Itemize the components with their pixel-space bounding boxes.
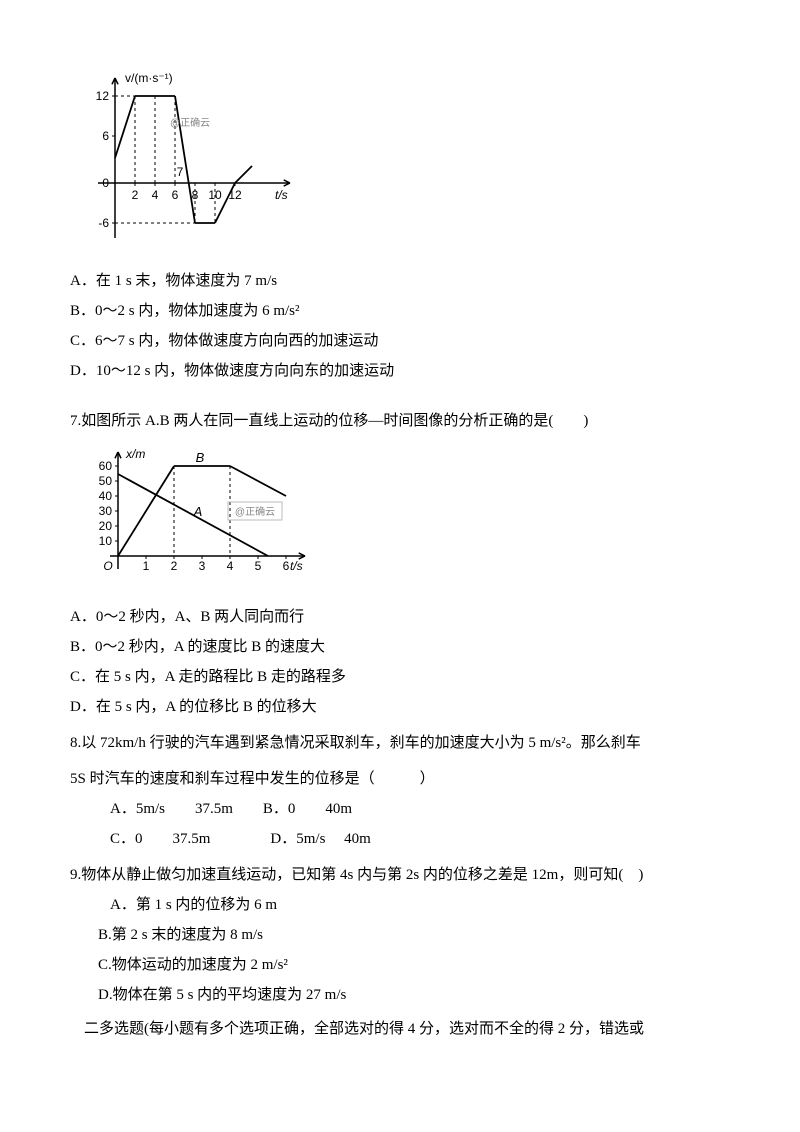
q6-figure: v/(m·s⁻¹)t/s1260-6246810127@正确云 <box>80 68 730 258</box>
svg-text:6: 6 <box>283 559 290 573</box>
section2-heading: 二多选题(每小题有多个选项正确，全部选对的得 4 分，选对而不全的得 2 分，错… <box>84 1014 730 1044</box>
q8-options-line1: A．5m/s 37.5m B．0 40m <box>110 794 730 824</box>
q9-option-c: C.物体运动的加速度为 2 m/s² <box>98 950 730 980</box>
xt-graph-svg: x/m t/s O 605040302010 1 2 3 4 5 6 A B @正确云 <box>80 444 320 594</box>
q8-options-line2: C．0 37.5m D．5m/s 40m <box>110 824 730 854</box>
q9-option-a: A．第 1 s 内的位移为 6 m <box>110 890 730 920</box>
svg-text:1: 1 <box>143 559 150 573</box>
svg-text:7: 7 <box>177 165 184 179</box>
svg-text:-6: -6 <box>98 216 109 230</box>
svg-text:t/s: t/s <box>290 559 303 573</box>
svg-text:10: 10 <box>99 534 113 548</box>
svg-text:4: 4 <box>152 188 159 202</box>
svg-text:60: 60 <box>99 459 113 473</box>
svg-text:4: 4 <box>227 559 234 573</box>
q9-option-b: B.第 2 s 末的速度为 8 m/s <box>98 920 730 950</box>
svg-text:@正确云: @正确云 <box>235 505 275 518</box>
q9-option-d: D.物体在第 5 s 内的平均速度为 27 m/s <box>98 980 730 1010</box>
q6-option-c: C．6～7 s 内，物体做速度方向向西的加速运动 <box>70 326 730 356</box>
svg-text:30: 30 <box>99 504 113 518</box>
q8-stem-line1: 8.以 72km/h 行驶的汽车遇到紧急情况采取刹车，刹车的加速度大小为 5 m… <box>70 728 730 758</box>
q7-stem: 7.如图所示 A.B 两人在同一直线上运动的位移—时间图像的分析正确的是( ) <box>70 406 730 436</box>
svg-text:O: O <box>103 559 112 573</box>
q9-stem: 9.物体从静止做匀加速直线运动，已知第 4s 内与第 2s 内的位移之差是 12… <box>70 860 730 890</box>
q7-option-c: C．在 5 s 内，A 走的路程比 B 走的路程多 <box>70 662 730 692</box>
svg-text:@正确云: @正确云 <box>170 116 210 129</box>
svg-text:5: 5 <box>255 559 262 573</box>
svg-text:12: 12 <box>96 89 110 103</box>
svg-text:A: A <box>193 504 203 519</box>
svg-text:2: 2 <box>171 559 178 573</box>
q7-option-b: B．0～2 秒内，A 的速度比 B 的速度大 <box>70 632 730 662</box>
q7-option-d: D．在 5 s 内，A 的位移比 B 的位移大 <box>70 692 730 722</box>
svg-text:v/(m·s⁻¹): v/(m·s⁻¹) <box>125 71 173 85</box>
svg-text:2: 2 <box>132 188 139 202</box>
svg-text:6: 6 <box>172 188 179 202</box>
svg-text:40: 40 <box>99 489 113 503</box>
svg-text:12: 12 <box>228 188 242 202</box>
q7-figure: x/m t/s O 605040302010 1 2 3 4 5 6 A B @正确云 <box>80 444 730 594</box>
svg-text:6: 6 <box>102 129 109 143</box>
svg-text:0: 0 <box>102 176 109 190</box>
svg-text:3: 3 <box>199 559 206 573</box>
svg-text:B: B <box>196 450 205 465</box>
svg-text:20: 20 <box>99 519 113 533</box>
svg-text:t/s: t/s <box>275 188 288 202</box>
q6-option-a: A．在 1 s 末，物体速度为 7 m/s <box>70 266 730 296</box>
vt-graph-svg: v/(m·s⁻¹)t/s1260-6246810127@正确云 <box>80 68 300 258</box>
svg-text:x/m: x/m <box>125 447 145 461</box>
q6-option-d: D．10～12 s 内，物体做速度方向向东的加速运动 <box>70 356 730 386</box>
q7-option-a: A．0～2 秒内，A、B 两人同向而行 <box>70 602 730 632</box>
q8-stem-line2: 5S 时汽车的速度和刹车过程中发生的位移是（ ） <box>70 764 730 794</box>
q6-option-b: B．0～2 s 内，物体加速度为 6 m/s² <box>70 296 730 326</box>
svg-text:50: 50 <box>99 474 113 488</box>
